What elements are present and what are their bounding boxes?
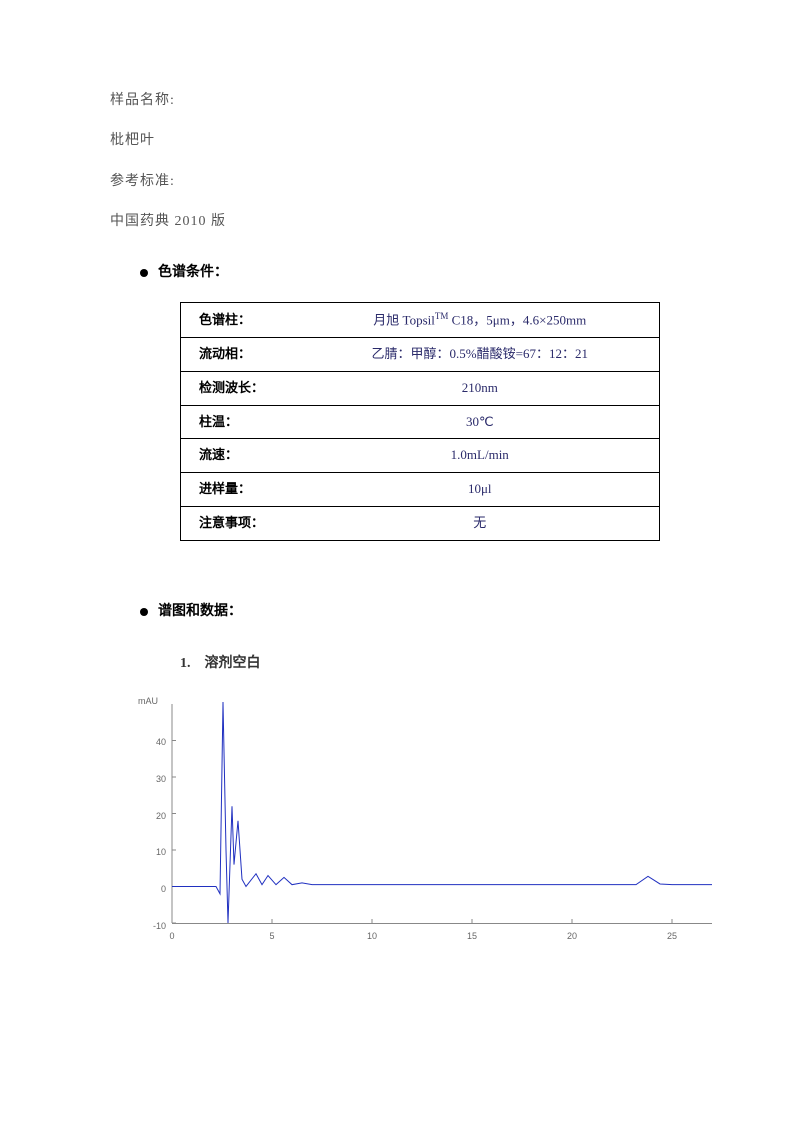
x-tick-label: 15 xyxy=(467,929,477,943)
header-block: 样品名称: 枇杷叶 参考标准: 中国药典 2010 版 xyxy=(110,90,683,234)
y-tick-label: 20 xyxy=(146,809,166,823)
table-row: 柱温：30℃ xyxy=(181,405,660,439)
conditions-table: 色谱柱：月旭 TopsilTM C18，5μm，4.6×250mm流动相：乙腈：… xyxy=(180,302,660,541)
condition-label: 检测波长： xyxy=(181,371,301,405)
condition-value: 月旭 TopsilTM C18，5μm，4.6×250mm xyxy=(301,302,660,337)
x-tick-label: 0 xyxy=(169,929,174,943)
table-row: 流动相：乙腈：甲醇：0.5%醋酸铵=67：12：21 xyxy=(181,338,660,372)
bullet-icon xyxy=(140,269,148,277)
condition-value: 10μl xyxy=(301,473,660,507)
condition-value: 无 xyxy=(301,507,660,541)
condition-value: 210nm xyxy=(301,371,660,405)
section-conditions: 色谱条件： xyxy=(140,262,683,284)
condition-label: 注意事项： xyxy=(181,507,301,541)
condition-label: 进样量： xyxy=(181,473,301,507)
condition-label: 流动相： xyxy=(181,338,301,372)
condition-value: 30℃ xyxy=(301,405,660,439)
table-row: 检测波长：210nm xyxy=(181,371,660,405)
condition-label: 流速： xyxy=(181,439,301,473)
x-tick-label: 10 xyxy=(367,929,377,943)
table-row: 进样量：10μl xyxy=(181,473,660,507)
subsection-blank: 1. 溶剂空白 xyxy=(180,653,683,675)
plot-area xyxy=(172,704,712,924)
section-chromatogram-title: 谱图和数据： xyxy=(158,601,242,623)
sample-label: 样品名称: xyxy=(110,90,683,112)
condition-label: 柱温： xyxy=(181,405,301,439)
table-row: 注意事项：无 xyxy=(181,507,660,541)
y-tick-label: -10 xyxy=(146,919,166,933)
x-tick-label: 25 xyxy=(667,929,677,943)
y-tick-label: 10 xyxy=(146,845,166,859)
condition-value: 1.0mL/min xyxy=(301,439,660,473)
condition-value: 乙腈：甲醇：0.5%醋酸铵=67：12：21 xyxy=(301,338,660,372)
reference-value: 中国药典 2010 版 xyxy=(110,211,683,233)
y-axis-unit: mAU xyxy=(138,694,158,708)
table-row: 流速：1.0mL/min xyxy=(181,439,660,473)
y-tick-label: 0 xyxy=(146,882,166,896)
table-row: 色谱柱：月旭 TopsilTM C18，5μm，4.6×250mm xyxy=(181,302,660,337)
x-tick-label: 5 xyxy=(269,929,274,943)
section-chromatogram: 谱图和数据： xyxy=(140,601,683,623)
x-tick-label: 20 xyxy=(567,929,577,943)
sample-value: 枇杷叶 xyxy=(110,130,683,152)
bullet-icon xyxy=(140,608,148,616)
condition-label: 色谱柱： xyxy=(181,302,301,337)
chromatogram-chart: mAU -100102030400510152025 xyxy=(138,694,718,944)
reference-label: 参考标准: xyxy=(110,171,683,193)
section-conditions-title: 色谱条件： xyxy=(158,262,228,284)
y-tick-label: 30 xyxy=(146,772,166,786)
y-tick-label: 40 xyxy=(146,735,166,749)
